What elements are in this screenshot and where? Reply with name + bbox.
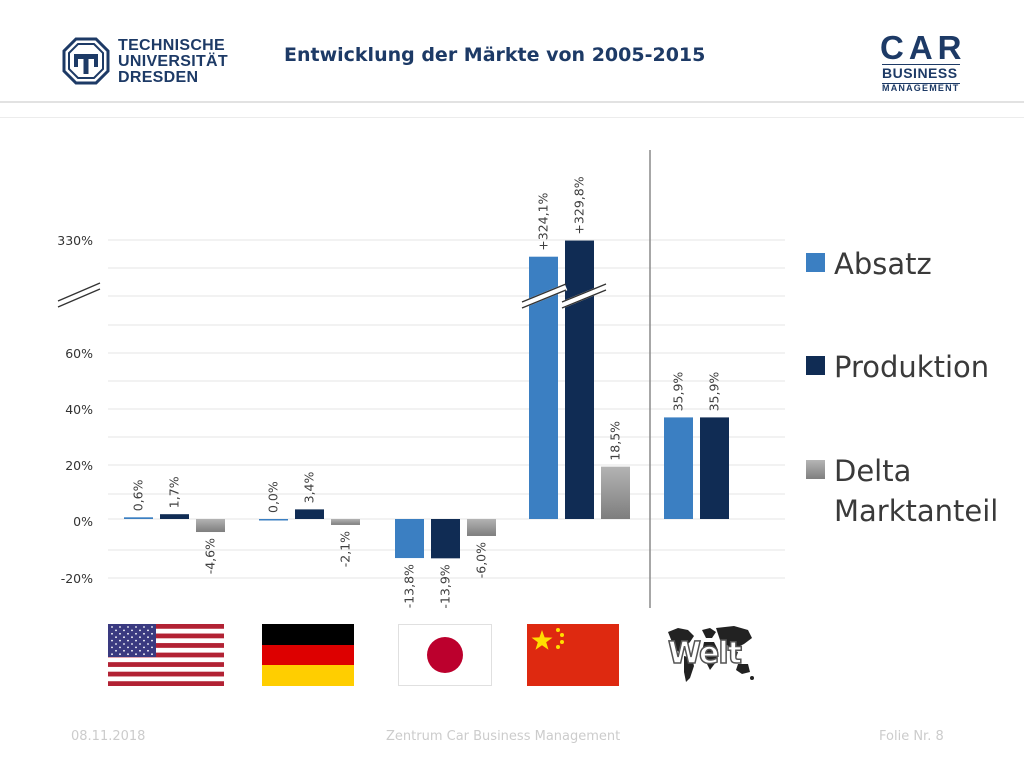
- header-divider-2: [0, 117, 1024, 118]
- bar-produktion-china: [565, 240, 594, 520]
- bar-absatz-japan: [395, 519, 424, 559]
- y-tick-label: 20%: [65, 458, 93, 473]
- bar-value-label: +324,1%: [536, 192, 551, 250]
- bar-absatz-welt: [664, 417, 693, 519]
- footer-page-number: Folie Nr. 8: [879, 729, 944, 744]
- bar-value-label: -2,1%: [338, 531, 353, 567]
- footer-date: 08.11.2018: [71, 729, 146, 744]
- us-flag-icon: [108, 624, 224, 686]
- bar-produktion-deutschland: [295, 509, 324, 519]
- bar-value-label: -13,8%: [402, 564, 417, 608]
- bar-value-label: 35,9%: [707, 372, 722, 412]
- y-tick-label: -20%: [61, 571, 93, 586]
- bar-value-label: -4,6%: [203, 538, 218, 574]
- legend-item-delta-marktanteil: Delta Marktanteil: [806, 451, 998, 531]
- axis-break-line: [57, 282, 101, 302]
- bar-produktion-usa: [160, 514, 189, 519]
- university-line-2: UNIVERSITÄT: [118, 53, 228, 70]
- university-line-1: TECHNISCHE: [118, 37, 226, 54]
- legend-label-produktion: Produktion: [834, 350, 990, 384]
- legend-label-absatz: Absatz: [834, 247, 932, 281]
- world-map-icon: [668, 626, 754, 682]
- axis-break-gap: [560, 283, 608, 309]
- axis-break-gap: [56, 282, 102, 308]
- page-title: Entwicklung der Märkte von 2005-2015: [284, 44, 706, 66]
- bar-value-label: +329,8%: [572, 176, 587, 234]
- world-label: Welt: [667, 635, 743, 672]
- tu-dresden-logo: TECHNISCHE UNIVERSITÄT DRESDEN: [62, 37, 232, 87]
- bar-value-label: 18,5%: [608, 421, 623, 461]
- y-tick-label: 0%: [73, 514, 93, 529]
- bar-value-label: 0,6%: [131, 479, 146, 511]
- bar-value-label: 0,0%: [266, 481, 281, 513]
- bar-value-label: 35,9%: [671, 372, 686, 412]
- bar-produktion-welt: [700, 417, 729, 519]
- bar-delta-deutschland: [331, 519, 360, 525]
- bar-value-label: 3,4%: [302, 471, 317, 503]
- world-category: Welt: [664, 624, 756, 686]
- axis-break-line: [521, 283, 567, 303]
- footer-center-text: Zentrum Car Business Management: [386, 729, 621, 744]
- germany-flag-icon: [262, 624, 354, 686]
- tu-dresden-emblem-icon: [62, 37, 110, 85]
- bar-value-label: -13,9%: [438, 564, 453, 608]
- university-line-3: DRESDEN: [118, 69, 199, 86]
- y-tick-label: 60%: [65, 346, 93, 361]
- legend-swatch-delta: [806, 460, 825, 479]
- y-tick-label: 330%: [57, 233, 93, 248]
- car-business-management-logo: CAR BUSINESS MANAGEMENT: [880, 31, 962, 93]
- bar-absatz-usa: [124, 517, 153, 519]
- legend-label-delta-marktanteil: Delta Marktanteil: [834, 454, 999, 528]
- legend-swatch-absatz: [806, 253, 825, 272]
- car-logo-text: CAR: [880, 29, 967, 66]
- axis-break-line: [521, 289, 567, 309]
- y-tick-label: 40%: [65, 402, 93, 417]
- bar-value-label: 1,7%: [167, 476, 182, 508]
- car-logo-management: MANAGEMENT: [882, 83, 960, 93]
- axis-break-line: [561, 289, 607, 309]
- bar-value-label: -6,0%: [474, 542, 489, 578]
- bar-delta-usa: [196, 519, 225, 533]
- legend-item-produktion: Produktion: [806, 347, 989, 387]
- bar-produktion-japan: [431, 519, 460, 559]
- bar-delta-japan: [467, 519, 496, 536]
- bar-absatz-deutschland: [259, 519, 288, 521]
- axis-break-line: [57, 288, 101, 308]
- china-flag-icon: [527, 624, 619, 686]
- car-logo-rule: [882, 64, 960, 65]
- bar-delta-china: [601, 466, 630, 519]
- car-logo-rule-2: [882, 83, 960, 84]
- japan-flag-icon: [398, 624, 492, 686]
- axis-break-line: [561, 283, 607, 303]
- header-divider: [0, 101, 1024, 103]
- legend-swatch-produktion: [806, 356, 825, 375]
- legend-item-absatz: Absatz: [806, 244, 932, 284]
- car-logo-business: BUSINESS: [882, 65, 958, 81]
- axis-break-gap: [520, 283, 568, 309]
